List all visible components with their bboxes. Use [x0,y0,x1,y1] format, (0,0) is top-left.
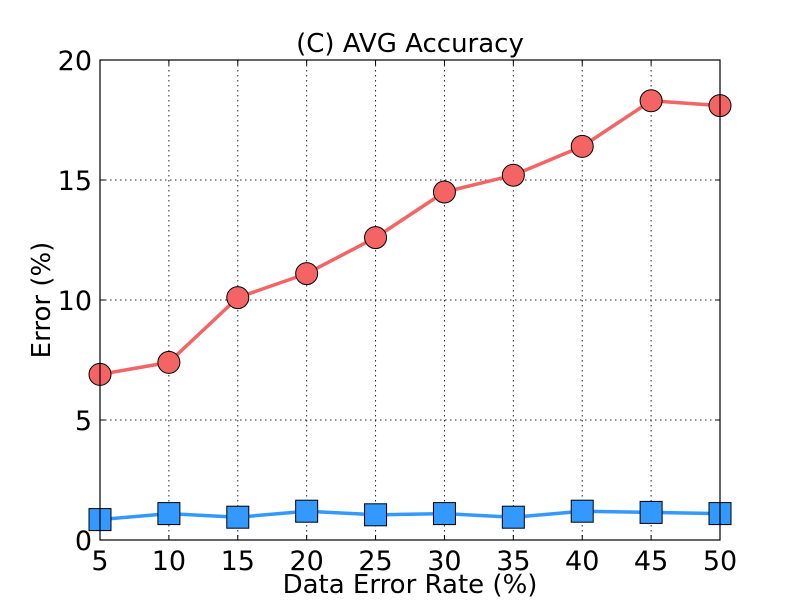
y-tick-label: 15 [58,166,92,197]
chart-title: (C) AVG Accuracy [296,29,524,59]
x-tick-label: 20 [289,546,323,577]
series-1-point [639,89,663,113]
series-2-point [226,505,250,529]
series-1-point [157,350,181,374]
series-1-point [570,134,594,158]
x-tick-label: 25 [358,546,392,577]
series-2-point [639,500,663,524]
series-2-point [364,503,388,527]
y-tick-label: 5 [75,406,92,437]
series-2-line [99,509,721,522]
series-2-point [432,502,456,526]
series-1-point [501,163,525,187]
y-axis-label: Error (%) [27,242,57,359]
series-2-point [295,499,319,523]
x-tick-label: 15 [221,546,255,577]
series-1-point [364,226,388,250]
series-2-point [157,502,181,526]
x-tick-label: 30 [427,546,461,577]
x-tick-label: 50 [703,546,737,577]
series-1-line [99,99,721,377]
y-tick-label: 10 [58,286,92,317]
y-tick-label: 20 [58,46,92,77]
series-1-point [226,286,250,310]
x-tick-label: 35 [496,546,530,577]
series-2-point [570,499,594,523]
x-tick-label: 5 [91,546,108,577]
y-tick-label: 0 [75,526,92,557]
x-tick-label: 40 [565,546,599,577]
series-2-point [501,505,525,529]
x-tick-label: 10 [152,546,186,577]
x-axis-label: Data Error Rate (%) [283,570,538,600]
series-layer [88,89,732,532]
series-1-point [432,180,456,204]
grid-lines [100,60,720,540]
series-1-point [295,262,319,286]
x-tick-label: 45 [634,546,668,577]
